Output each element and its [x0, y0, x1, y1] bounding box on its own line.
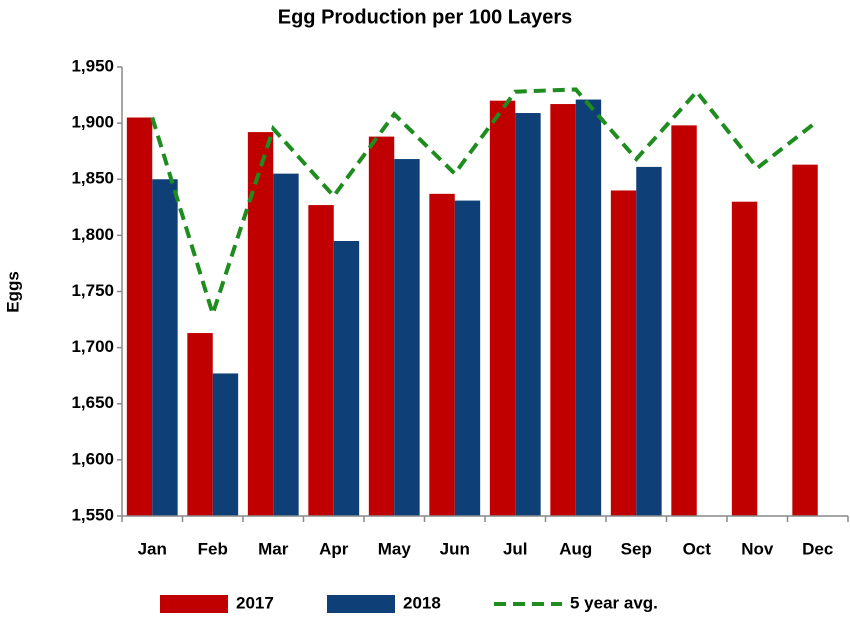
bar [550, 104, 576, 516]
x-tick-label: Oct [683, 539, 712, 558]
y-tick-label: 1,800 [71, 225, 114, 244]
bar [575, 99, 602, 517]
legend-label: 2017 [236, 593, 274, 612]
y-tick-label: 1,550 [71, 505, 114, 524]
bar [429, 193, 455, 516]
bar [394, 159, 420, 517]
bar [454, 200, 481, 516]
x-tick-label: Mar [258, 539, 289, 558]
legend-swatch [160, 595, 228, 613]
y-tick-label: 1,950 [71, 56, 114, 75]
x-tick-label: Dec [802, 539, 833, 558]
legend-label: 5 year avg. [570, 593, 658, 612]
x-tick-label: Jul [503, 539, 528, 558]
bar [126, 117, 153, 516]
bar [636, 166, 662, 516]
x-tick-label: Aug [559, 539, 592, 558]
bar [671, 125, 697, 517]
y-tick-label: 1,850 [71, 169, 114, 188]
bar [187, 333, 213, 516]
x-tick-label: Feb [198, 539, 228, 558]
x-tick-label: Jun [440, 539, 470, 558]
bar [212, 373, 239, 516]
bar [515, 113, 541, 517]
legend-swatch [327, 595, 395, 613]
y-tick-label: 1,900 [71, 113, 114, 132]
y-tick-label: 1,750 [71, 281, 114, 300]
bar [792, 164, 818, 516]
y-axis-label: Eggs [3, 271, 22, 313]
y-tick-label: 1,650 [71, 393, 114, 412]
x-tick-label: Apr [319, 539, 349, 558]
y-tick-label: 1,700 [71, 337, 114, 356]
bar [273, 173, 299, 516]
line [150, 87, 819, 321]
bar [247, 132, 274, 517]
bar [152, 179, 178, 516]
x-tick-label: Sep [621, 539, 652, 558]
x-tick-label: Nov [741, 539, 774, 558]
bar [308, 205, 334, 516]
bar [731, 201, 758, 516]
legend-label: 2018 [403, 593, 441, 612]
chart-title: Egg Production per 100 Layers [278, 6, 573, 28]
x-tick-label: Jan [138, 539, 167, 558]
bar [489, 100, 516, 517]
x-tick-label: May [378, 539, 412, 558]
bar [333, 240, 360, 517]
bar [368, 136, 395, 516]
bar [610, 190, 637, 516]
y-tick-label: 1,600 [71, 449, 114, 468]
